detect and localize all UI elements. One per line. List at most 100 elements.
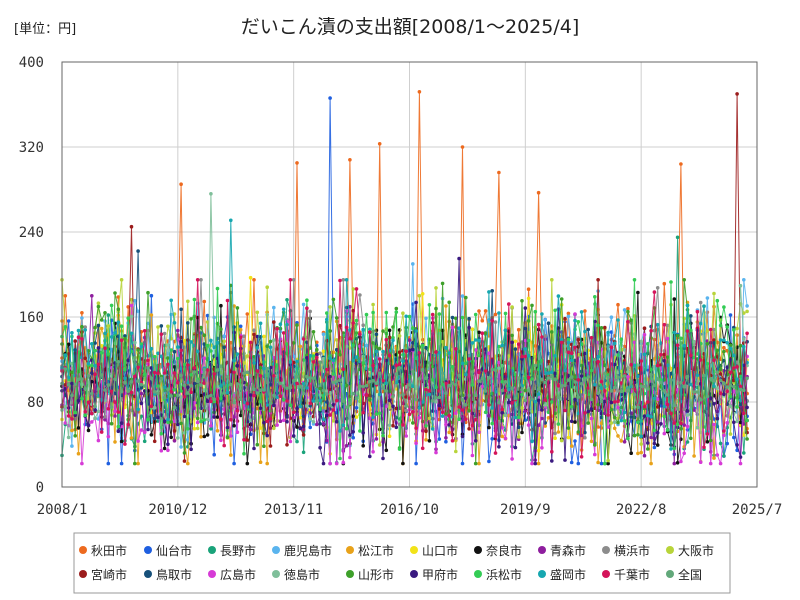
data-point xyxy=(712,456,716,460)
data-point xyxy=(464,372,468,377)
data-point xyxy=(344,443,349,448)
data-point xyxy=(550,400,554,404)
data-point xyxy=(626,320,630,324)
data-point xyxy=(182,362,187,367)
data-point xyxy=(222,391,226,395)
data-point xyxy=(655,405,660,409)
data-point xyxy=(427,388,432,393)
data-point xyxy=(255,402,260,406)
data-point xyxy=(513,415,518,420)
data-point xyxy=(483,389,488,393)
data-point xyxy=(318,398,322,403)
data-point xyxy=(722,392,726,397)
data-point xyxy=(394,425,399,430)
data-point xyxy=(262,420,266,425)
data-point xyxy=(497,170,501,175)
data-point xyxy=(255,391,260,395)
data-point xyxy=(66,435,71,440)
data-point xyxy=(682,451,686,456)
data-point xyxy=(609,421,614,425)
data-point xyxy=(86,374,91,378)
data-point xyxy=(338,278,342,283)
data-point xyxy=(583,351,587,356)
data-point xyxy=(424,387,428,392)
data-point xyxy=(636,420,640,425)
data-point xyxy=(725,385,729,389)
data-point xyxy=(281,418,286,423)
data-point xyxy=(454,411,458,416)
data-point xyxy=(358,293,362,297)
data-point xyxy=(66,414,71,418)
data-point xyxy=(444,381,448,386)
data-point xyxy=(219,364,223,369)
data-point xyxy=(344,309,349,313)
data-point xyxy=(199,419,203,424)
data-point xyxy=(348,158,352,162)
data-point xyxy=(599,326,604,330)
data-point xyxy=(66,382,71,387)
data-point xyxy=(689,314,693,318)
data-point xyxy=(533,399,538,404)
data-point xyxy=(655,443,660,447)
data-point xyxy=(195,278,200,282)
x-tick-label: 2010/12 xyxy=(148,502,207,518)
data-point xyxy=(417,293,422,298)
data-point xyxy=(219,396,223,401)
series-line xyxy=(61,357,748,410)
data-point xyxy=(718,372,723,376)
data-point xyxy=(655,430,660,435)
data-point xyxy=(689,328,693,333)
data-point xyxy=(718,378,723,383)
data-point xyxy=(318,386,322,391)
data-point xyxy=(510,333,514,338)
data-point xyxy=(73,339,77,343)
data-point xyxy=(626,309,630,314)
data-point xyxy=(665,355,670,359)
data-point xyxy=(427,361,432,365)
data-point xyxy=(387,373,392,377)
data-point xyxy=(93,341,97,345)
legend-item: 仙台市 xyxy=(144,543,192,558)
data-point xyxy=(225,390,230,395)
data-point xyxy=(172,371,177,375)
legend-marker xyxy=(79,570,87,578)
data-point xyxy=(212,372,216,376)
data-point xyxy=(222,339,226,344)
data-point xyxy=(348,455,352,460)
data-point xyxy=(215,397,220,401)
data-point xyxy=(371,379,375,383)
data-point xyxy=(579,310,584,314)
data-point xyxy=(348,336,352,341)
data-point xyxy=(718,391,723,396)
legend-label: 横浜市 xyxy=(614,543,650,558)
data-point xyxy=(576,411,581,416)
data-point xyxy=(738,343,743,348)
legend-label: 松江市 xyxy=(358,543,394,558)
data-point xyxy=(146,290,150,295)
data-point xyxy=(242,371,246,376)
data-point xyxy=(546,376,551,380)
data-point xyxy=(566,350,571,355)
data-point xyxy=(318,445,322,450)
data-point xyxy=(371,302,375,307)
data-point xyxy=(477,338,481,343)
data-point xyxy=(265,433,270,438)
data-point xyxy=(182,383,187,388)
data-point xyxy=(129,297,134,302)
data-point xyxy=(424,316,428,321)
data-point xyxy=(728,313,733,317)
data-point xyxy=(315,352,319,357)
data-point xyxy=(291,434,296,438)
data-point xyxy=(493,390,498,394)
data-point xyxy=(735,443,739,447)
data-point xyxy=(606,330,610,335)
data-point xyxy=(477,330,481,335)
data-point xyxy=(371,450,375,454)
data-point xyxy=(315,398,319,403)
data-point xyxy=(252,361,256,365)
data-point xyxy=(480,376,485,381)
data-point xyxy=(119,389,124,394)
data-point xyxy=(232,400,236,405)
data-point xyxy=(205,433,210,437)
data-point xyxy=(374,345,379,349)
